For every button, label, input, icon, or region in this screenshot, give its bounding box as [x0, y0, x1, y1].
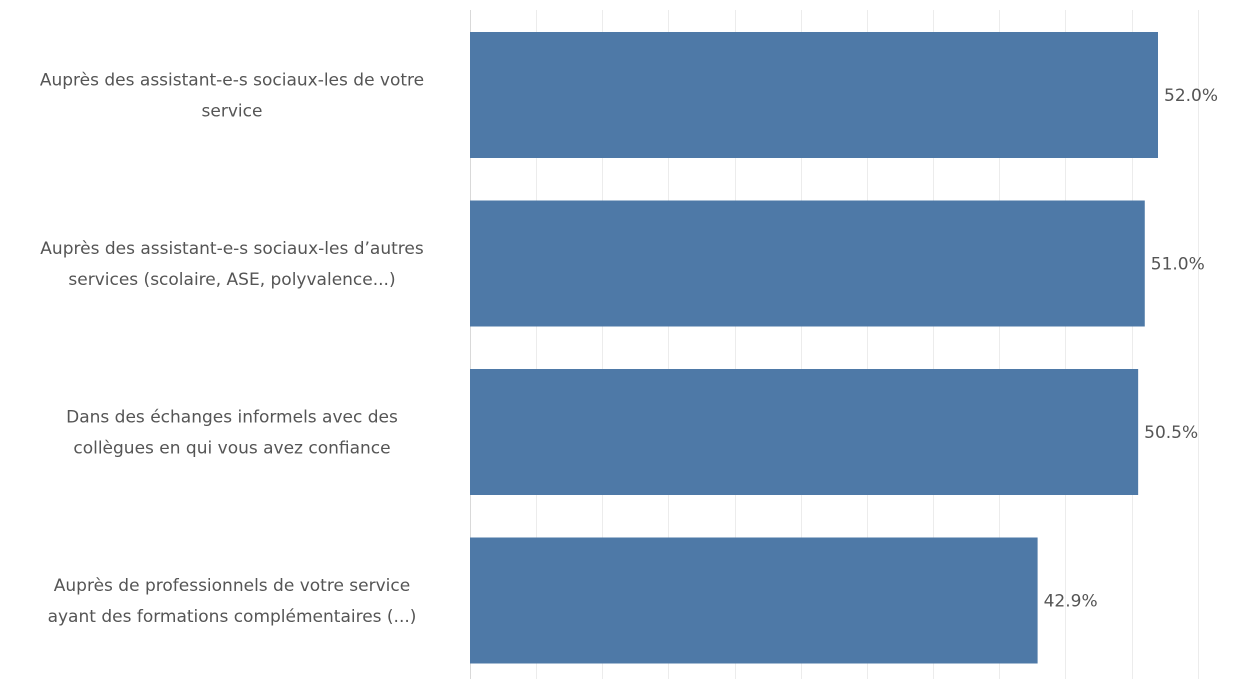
category-label-line: collègues en qui vous avez confiance: [73, 439, 390, 459]
bar: [470, 369, 1139, 495]
bars: [470, 32, 1158, 664]
category-label: Auprès des assistant-e-s sociaux-les d’a…: [40, 239, 424, 290]
category-label-line: ayant des formations complémentaires (..…: [48, 607, 417, 627]
value-label: 42.9%: [1044, 592, 1098, 612]
value-labels: 52.0% 51.0% 50.5% 42.9%: [1044, 86, 1218, 612]
category-label-line: Auprès des assistant-e-s sociaux-les de …: [40, 71, 424, 91]
category-labels: Auprès des assistant-e-s sociaux-les de …: [40, 71, 424, 628]
category-label-line: Auprès des assistant-e-s sociaux-les d’a…: [40, 239, 424, 259]
category-label-line: Auprès de professionnels de votre servic…: [54, 576, 410, 596]
category-label: Dans des échanges informels avec des coll…: [66, 408, 398, 459]
value-label: 52.0%: [1164, 86, 1218, 106]
bar: [470, 32, 1158, 158]
value-label: 51.0%: [1151, 255, 1205, 275]
category-label-line: service: [202, 102, 263, 122]
value-label: 50.5%: [1144, 423, 1198, 443]
category-label: Auprès de professionnels de votre servic…: [48, 576, 417, 627]
category-label-line: Dans des échanges informels avec des: [66, 408, 398, 428]
category-label-line: services (scolaire, ASE, polyvalence...): [68, 270, 395, 290]
bar: [470, 200, 1145, 327]
category-label: Auprès des assistant-e-s sociaux-les de …: [40, 71, 424, 122]
bar: [470, 537, 1038, 664]
